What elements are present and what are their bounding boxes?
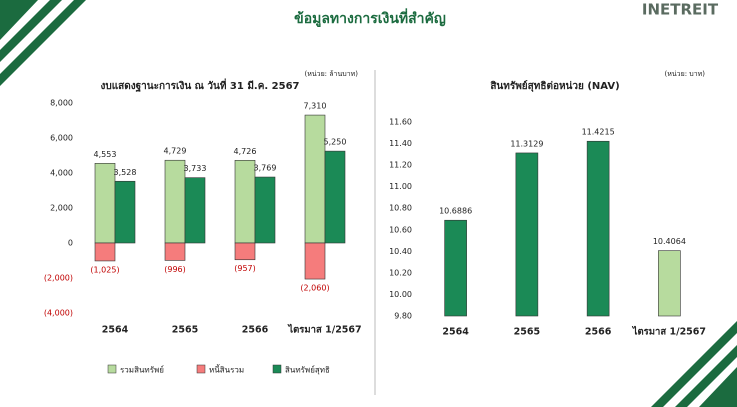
y-tick-label: 10.40	[389, 247, 412, 256]
x-tick-label: 2565	[172, 325, 198, 336]
y-tick-label: 10.20	[389, 268, 412, 277]
bar	[586, 140, 610, 317]
x-tick-label: 2566	[242, 325, 269, 336]
data-label: (2,060)	[300, 284, 329, 293]
y-tick-label: 8,000	[50, 99, 73, 108]
slide-title: ข้อมูลทางการเงินที่สำคัญ	[294, 8, 446, 27]
unit-label: (หน่วย: บาท)	[665, 70, 706, 78]
unit-label: (หน่วย: ล้านบาท)	[305, 70, 359, 78]
x-tick-label: 2565	[514, 327, 540, 338]
x-tick-label: ไตรมาส 1/2567	[287, 324, 361, 336]
legend-label: หนี้สินรวม	[209, 364, 244, 375]
legend-label: สินทรัพย์สุทธิ	[285, 365, 330, 375]
chart-title: สินทรัพย์สุทธิต่อหน่วย (NAV)	[490, 80, 619, 92]
data-label: (1,025)	[90, 265, 119, 274]
data-label: 7,310	[304, 102, 327, 111]
data-label: 10.6886	[439, 207, 472, 216]
y-tick-label: (2,000)	[44, 274, 73, 283]
data-label: 4,553	[94, 150, 117, 159]
bar	[164, 159, 186, 244]
data-label: 4,726	[234, 147, 257, 156]
legend-swatch	[107, 364, 117, 374]
bar	[94, 242, 116, 262]
bar	[304, 114, 326, 244]
bar	[234, 159, 256, 244]
data-label: 11.4215	[582, 128, 615, 137]
bar	[254, 176, 276, 244]
bar	[164, 242, 186, 261]
y-tick-label: 10.80	[389, 204, 412, 213]
data-label: (957)	[234, 264, 256, 273]
y-tick-label: 11.00	[389, 182, 412, 191]
data-label: 3,528	[114, 168, 137, 177]
y-tick-label: 0	[68, 239, 73, 248]
bar	[658, 250, 681, 317]
bar	[94, 163, 116, 244]
data-label: 3,769	[254, 164, 277, 173]
x-tick-label: 2564	[442, 327, 469, 338]
x-tick-label: 2564	[102, 325, 129, 336]
y-tick-label: 11.40	[389, 139, 412, 148]
bar	[444, 219, 467, 317]
y-tick-label: 11.60	[389, 118, 412, 127]
bar	[234, 242, 256, 261]
bar	[114, 180, 136, 244]
y-tick-label: 9.80	[394, 312, 412, 321]
bar	[184, 177, 206, 244]
chart-title: งบแสดงฐานะการเงิน ณ วันที่ 31 มี.ค. 2567	[100, 78, 299, 92]
data-label: (996)	[164, 265, 186, 274]
legend-swatch	[272, 364, 282, 374]
y-tick-label: (4,000)	[44, 309, 73, 318]
y-tick-label: 10.60	[389, 225, 412, 234]
data-label: 3,733	[184, 164, 207, 173]
y-tick-label: 6,000	[50, 134, 73, 143]
bar	[515, 152, 539, 317]
x-tick-label: 2566	[585, 327, 612, 338]
y-tick-label: 10.00	[389, 290, 412, 299]
data-label: 5,250	[324, 138, 347, 147]
legend-label: รวมสินทรัพย์	[120, 365, 164, 375]
data-label: 11.3129	[510, 139, 543, 148]
data-label: 4,729	[164, 147, 187, 156]
y-tick-label: 11.20	[389, 161, 412, 170]
y-tick-label: 4,000	[50, 169, 73, 178]
data-label: 10.4064	[653, 237, 686, 246]
logo: INETREIT	[642, 1, 719, 19]
bar	[304, 242, 326, 280]
bar	[324, 150, 346, 244]
legend-swatch	[196, 364, 206, 374]
y-tick-label: 2,000	[50, 204, 73, 213]
x-tick-label: ไตรมาส 1/2567	[632, 326, 706, 338]
